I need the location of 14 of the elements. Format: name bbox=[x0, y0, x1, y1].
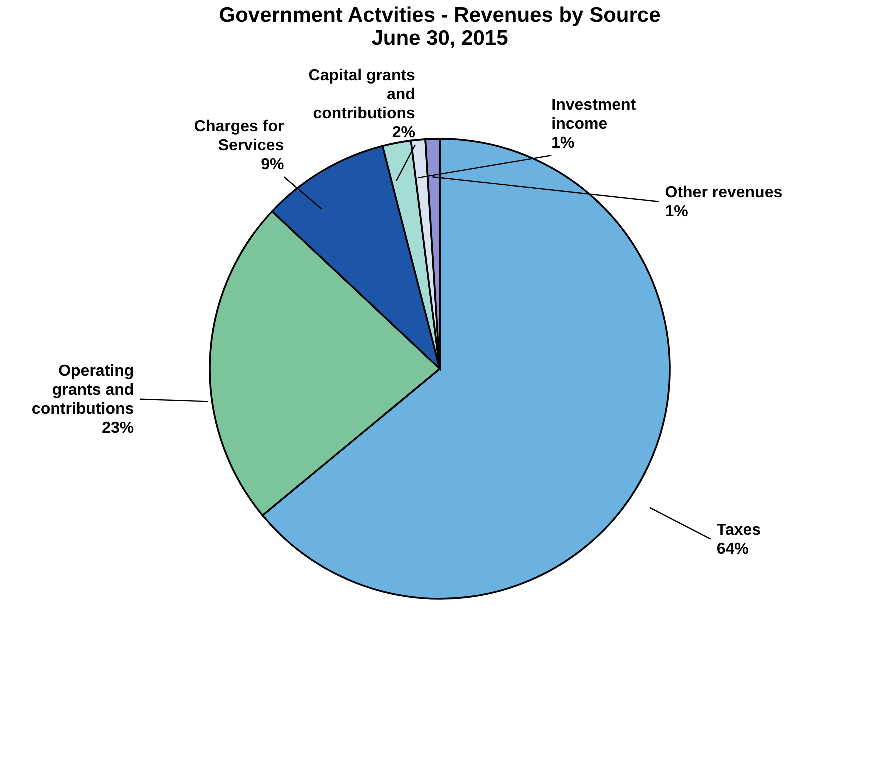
data-label: 2% bbox=[392, 124, 416, 142]
data-label: 23% bbox=[102, 420, 134, 437]
slice-label: Other revenues bbox=[665, 184, 783, 202]
text: Government Actvities - Revenues by Source bbox=[219, 4, 661, 27]
text: June 30, 2015 bbox=[372, 27, 508, 50]
slice-label: Capital grants and contributions bbox=[308, 67, 416, 122]
data-label: 64% bbox=[716, 540, 749, 558]
data-label: 1% bbox=[665, 203, 688, 220]
slice-label: Operating grants and contributions bbox=[32, 362, 134, 418]
data-label: 9% bbox=[261, 156, 284, 174]
slice-label: Investment income bbox=[552, 97, 637, 134]
slice-label: Taxes bbox=[716, 522, 762, 539]
slice-label: Charges for Services bbox=[194, 118, 284, 155]
data-label: 1% bbox=[552, 135, 575, 152]
